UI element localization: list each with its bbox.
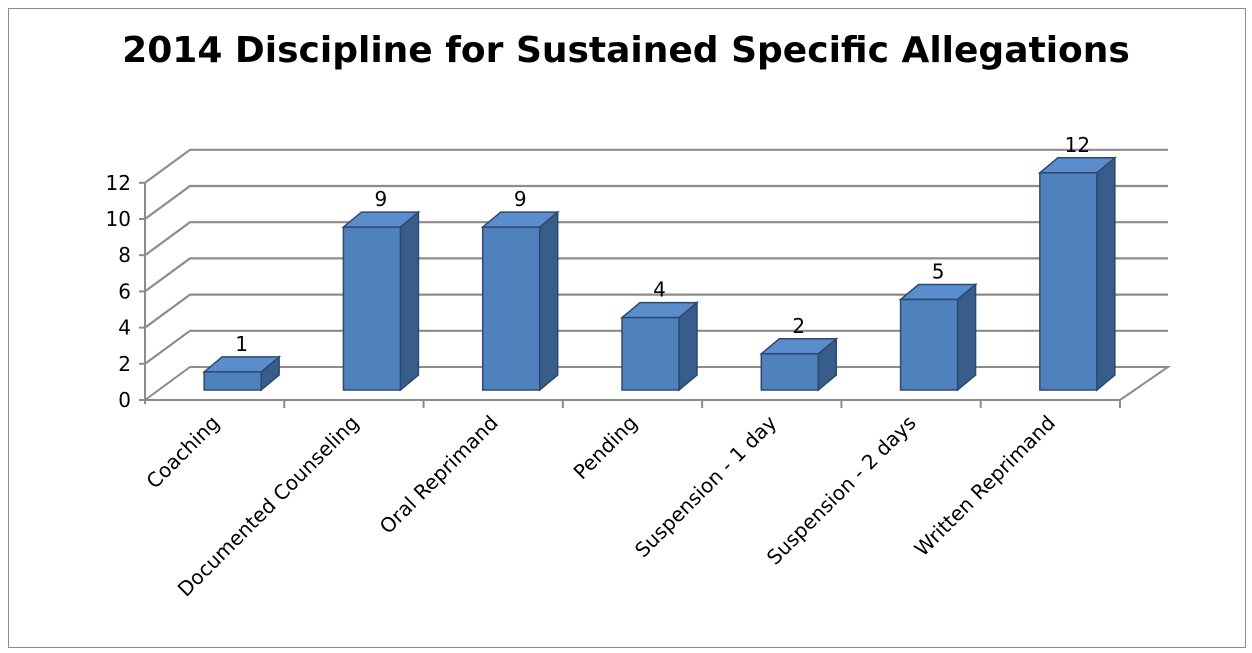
bar-front xyxy=(899,298,959,391)
gridline xyxy=(144,184,1168,220)
bar-front xyxy=(481,226,541,391)
x-tick-label: Pending xyxy=(569,411,643,485)
x-tick-label: Written Reprimand xyxy=(910,411,1060,561)
bar-side xyxy=(1096,156,1116,392)
data-label: 9 xyxy=(375,187,388,211)
data-label: 5 xyxy=(932,260,945,284)
chart-title: 2014 Discipline for Sustained Specific A… xyxy=(122,30,1130,71)
y-tick-label: 10 xyxy=(106,207,131,231)
y-tick-label: 4 xyxy=(118,316,131,340)
bar-side xyxy=(956,282,977,392)
bar-front xyxy=(760,353,820,391)
data-label: 1 xyxy=(235,332,248,356)
bar xyxy=(480,210,560,392)
bar-side xyxy=(399,210,420,392)
y-tick-label: 8 xyxy=(118,243,131,267)
y-tick-label: 6 xyxy=(118,279,131,303)
data-label: 12 xyxy=(1065,133,1090,157)
gridline xyxy=(144,221,1168,257)
bar-front xyxy=(342,226,402,391)
x-tick-label: Suspension - 2 days xyxy=(762,411,921,570)
x-tick-label: Suspension - 1 day xyxy=(630,410,782,562)
bar-side xyxy=(538,210,559,392)
bar-front xyxy=(1039,172,1098,391)
y-tick-label: 0 xyxy=(118,388,131,412)
gridline xyxy=(144,329,1168,365)
bar-front xyxy=(621,316,680,391)
bar xyxy=(1037,156,1117,392)
gridline xyxy=(144,257,1168,293)
bars xyxy=(202,156,1117,392)
x-tick-label: Coaching xyxy=(141,411,224,494)
gridlines xyxy=(144,148,1168,365)
data-labels: 1 9 9 4 2 5 12 xyxy=(235,133,1090,356)
data-label: 2 xyxy=(792,314,805,338)
gridline xyxy=(144,148,1168,184)
y-tick-labels: 0 2 4 6 8 10 12 xyxy=(106,171,131,412)
bar xyxy=(341,210,421,392)
bar xyxy=(619,300,700,392)
gridline xyxy=(144,293,1168,329)
bar xyxy=(759,337,839,392)
x-tick-label: Oral Reprimand xyxy=(375,411,503,539)
data-label: 9 xyxy=(514,187,527,211)
data-label: 4 xyxy=(653,278,666,302)
bar-front xyxy=(203,371,262,391)
bar xyxy=(202,355,282,392)
bar xyxy=(898,282,978,392)
y-tick-label: 2 xyxy=(118,352,131,376)
y-tick-label: 12 xyxy=(106,171,131,195)
